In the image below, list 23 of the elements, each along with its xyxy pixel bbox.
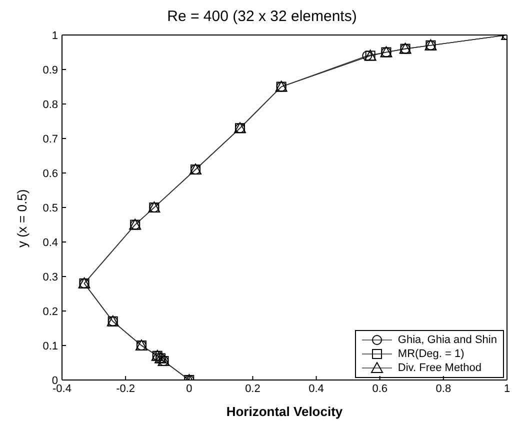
y-tick-label: 0.9 <box>42 64 58 76</box>
x-tick-label: 0.6 <box>372 382 388 395</box>
y-tick-label: 0.1 <box>42 340 58 352</box>
x-tick-label: 0.2 <box>245 382 260 395</box>
y-axis-title: y (x = 0.5) <box>14 189 30 248</box>
chart-title: Re = 400 (32 x 32 elements) <box>166 8 358 27</box>
legend-label: Div. Free Method <box>398 361 482 375</box>
y-tick-label: 0.8 <box>42 98 58 111</box>
x-tick-label: 0 <box>186 382 192 395</box>
y-tick-label: 0.6 <box>42 168 58 180</box>
y-tick-label: 0.5 <box>42 202 58 214</box>
y-tick-label: 1 <box>52 30 58 42</box>
y-tick-label: 0.4 <box>42 236 58 249</box>
x-tick-label: 0.4 <box>308 382 324 395</box>
x-tick-label: 1 <box>504 382 510 395</box>
x-axis-title: Horizontal Velocity <box>226 404 344 419</box>
legend-label: Ghia, Ghia and Shin <box>398 333 497 347</box>
y-tick-label: 0.7 <box>42 133 58 146</box>
x-tick-label: 0.8 <box>436 382 452 395</box>
y-tick-label: 0.3 <box>42 271 58 284</box>
y-tick-label: 0.2 <box>42 306 58 318</box>
x-tick-label: -0.2 <box>116 382 136 395</box>
legend-label: MR(Deg. = 1) <box>398 347 464 361</box>
